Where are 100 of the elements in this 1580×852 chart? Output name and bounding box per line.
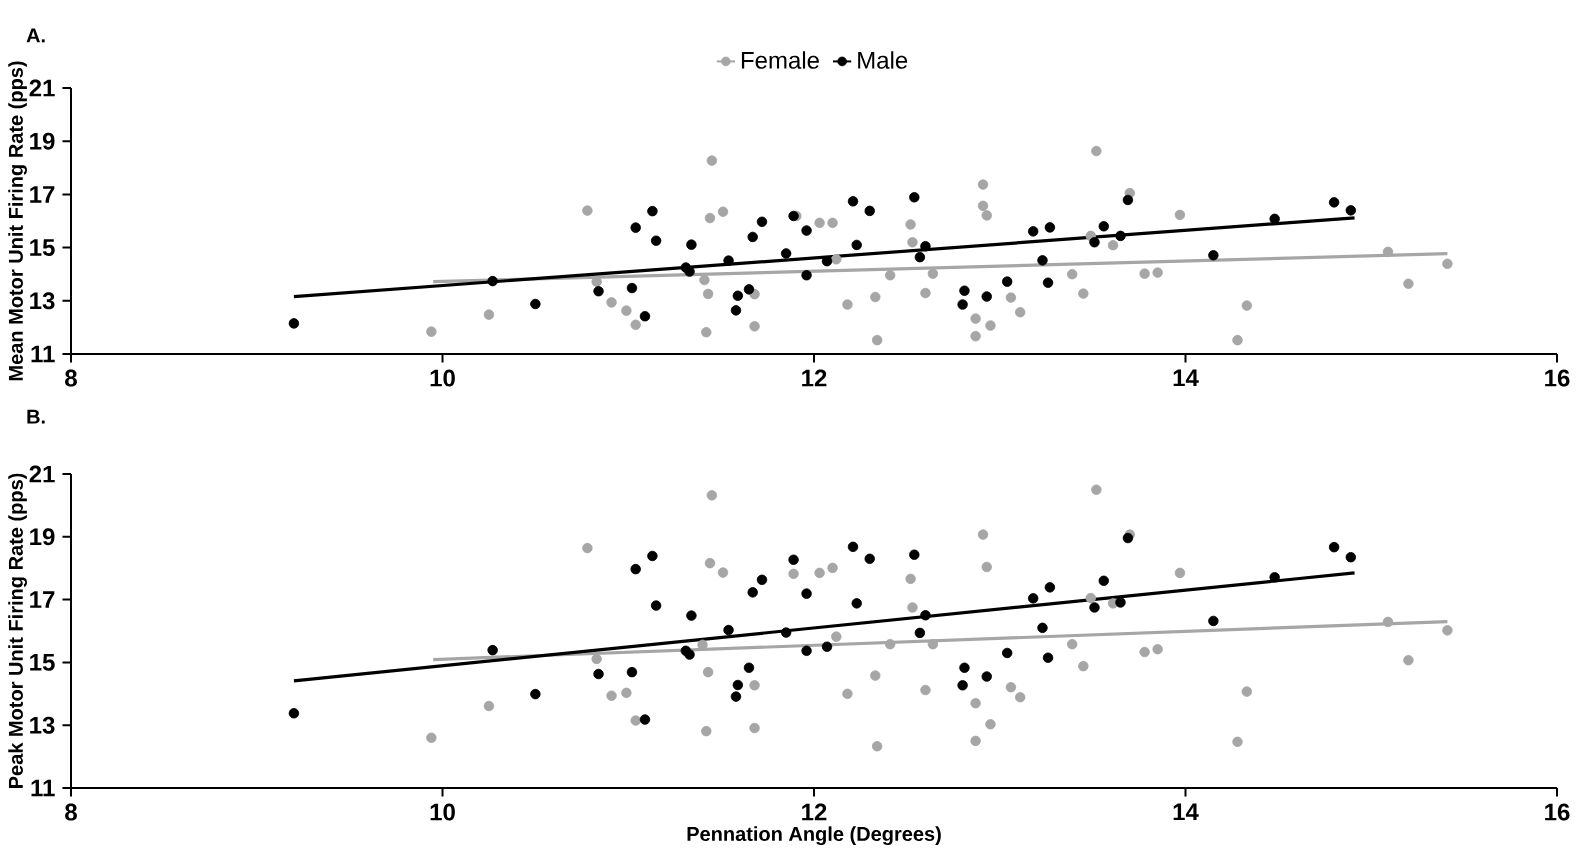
point — [483, 309, 495, 320]
point — [1001, 647, 1013, 659]
point — [1027, 226, 1039, 237]
y-tick-label: 13 — [30, 716, 55, 734]
point — [927, 268, 939, 279]
point — [704, 558, 716, 569]
point — [621, 305, 632, 316]
point — [909, 549, 920, 561]
point — [606, 690, 617, 702]
x-tick-label: 16 — [1545, 369, 1570, 387]
y-tick-label: 19 — [30, 528, 55, 546]
point — [701, 726, 712, 737]
point — [1078, 661, 1089, 672]
point — [907, 602, 918, 613]
point — [1014, 692, 1026, 703]
point — [747, 587, 758, 598]
point — [1232, 335, 1243, 346]
point — [426, 326, 437, 337]
point — [686, 239, 697, 251]
x-axis-title: Pennation Angle (Degrees) — [687, 826, 941, 846]
y-tick-label: 11 — [31, 345, 55, 363]
point — [985, 320, 996, 331]
point — [1027, 593, 1039, 604]
point — [1328, 197, 1340, 208]
y-tick-label: 17 — [30, 591, 55, 608]
point — [905, 219, 916, 230]
point — [630, 564, 641, 575]
point — [426, 732, 437, 744]
point — [1269, 572, 1280, 583]
point — [1139, 646, 1150, 658]
point — [814, 217, 825, 229]
point — [977, 179, 989, 190]
point — [483, 700, 495, 712]
x-tick-label: 8 — [65, 369, 77, 387]
x-tick-label: 10 — [430, 369, 455, 387]
point — [732, 679, 744, 691]
point — [914, 252, 926, 263]
point — [1208, 615, 1219, 627]
point — [827, 217, 838, 229]
point — [780, 627, 792, 638]
x-tick-label: 10 — [430, 803, 455, 821]
point — [970, 735, 981, 747]
point — [732, 290, 744, 302]
point — [639, 714, 651, 725]
point — [985, 719, 996, 730]
point — [288, 708, 300, 719]
point — [749, 321, 760, 332]
point — [1241, 300, 1252, 311]
point — [1042, 277, 1054, 289]
point — [1085, 592, 1096, 604]
point — [842, 688, 853, 700]
point — [704, 213, 716, 224]
point — [1078, 288, 1089, 299]
point — [981, 561, 992, 573]
point — [1044, 222, 1056, 233]
point — [582, 543, 593, 554]
point — [626, 667, 638, 678]
point — [630, 319, 641, 331]
point — [1232, 736, 1243, 748]
point — [788, 568, 799, 580]
point — [582, 205, 593, 216]
point — [747, 231, 758, 243]
point — [1152, 267, 1163, 278]
point — [870, 292, 881, 303]
point — [1107, 240, 1119, 251]
point — [626, 282, 638, 294]
point — [957, 299, 968, 310]
point — [686, 610, 697, 621]
point — [920, 288, 931, 299]
point — [749, 722, 760, 734]
point — [1139, 268, 1150, 279]
point — [1066, 269, 1078, 280]
y-tick-label: 17 — [30, 186, 55, 203]
point — [606, 297, 617, 308]
y-tick-label: 19 — [30, 132, 55, 150]
point — [801, 645, 812, 657]
point — [970, 313, 981, 324]
y-axis-title: Peak Motor Unit Firing Rate (pps) — [8, 473, 27, 789]
y-tick-label: 15 — [30, 239, 55, 257]
chart-title: B. — [27, 409, 45, 424]
point — [801, 588, 812, 599]
point — [1066, 639, 1078, 650]
point — [1005, 682, 1017, 693]
point — [821, 641, 833, 653]
point — [851, 239, 862, 251]
point — [630, 222, 641, 233]
point — [831, 254, 842, 265]
point — [647, 550, 658, 562]
point — [591, 653, 602, 665]
point — [1091, 484, 1102, 496]
point — [730, 691, 742, 702]
point — [702, 288, 714, 300]
point — [970, 331, 981, 342]
point — [1089, 237, 1100, 248]
point — [959, 285, 970, 297]
point — [871, 741, 883, 752]
point — [1037, 255, 1048, 266]
point — [730, 305, 742, 316]
legend-label: Male — [858, 51, 908, 69]
point — [884, 270, 896, 281]
